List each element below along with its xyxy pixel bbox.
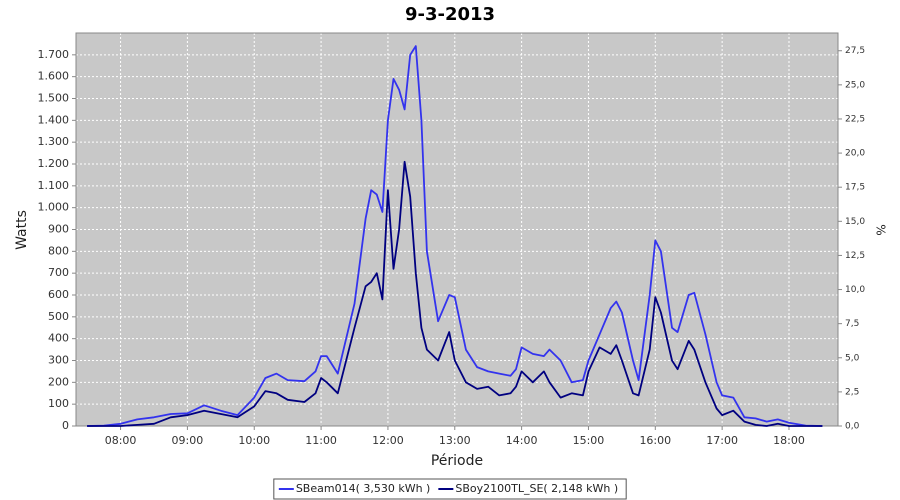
- y2-tick-label: 15,0: [845, 217, 865, 227]
- y-tick-label: 1.200: [38, 157, 70, 170]
- y-tick-label: 1.600: [38, 70, 70, 83]
- x-tick-label: 14:00: [506, 434, 538, 447]
- x-tick-label: 08:00: [105, 434, 137, 447]
- x-tick-label: 16:00: [639, 434, 671, 447]
- y2-tick-label: 10,0: [845, 285, 865, 295]
- y2-tick-label: 0,0: [845, 422, 860, 432]
- y2-tick-label: 12,5: [845, 251, 865, 261]
- y-axis-label: Watts: [14, 210, 30, 250]
- y-tick-label: 1.100: [38, 179, 70, 192]
- y-tick-label: 900: [48, 223, 69, 236]
- y2-tick-label: 7,5: [845, 319, 859, 329]
- chart-title: 9-3-2013: [405, 4, 495, 25]
- x-tick-label: 09:00: [172, 434, 204, 447]
- y-tick-label: 1.000: [38, 201, 70, 214]
- y-tick-label: 800: [48, 244, 69, 257]
- legend-label: SBoy2100TL_SE( 2,148 kWh ): [455, 482, 618, 495]
- y-tick-label: 1.300: [38, 135, 70, 148]
- y-tick-label: 400: [48, 332, 69, 345]
- y2-tick-label: 25,0: [845, 80, 865, 90]
- y2-tick-label: 20,0: [845, 149, 865, 159]
- series-line: [87, 160, 823, 427]
- x-tick-label: 17:00: [706, 434, 738, 447]
- y2-axis-label: %: [874, 224, 888, 235]
- y2-tick-label: 2,5: [845, 387, 859, 397]
- y-tick-label: 700: [48, 266, 69, 279]
- y-tick-label: 1.700: [38, 48, 70, 61]
- x-tick-label: 12:00: [372, 434, 404, 447]
- legend-label: SBeam014( 3,530 kWh ): [296, 482, 431, 495]
- y2-tick-label: 27,5: [845, 46, 865, 56]
- x-tick-label: 18:00: [773, 434, 805, 447]
- y-tick-label: 300: [48, 354, 69, 367]
- y-tick-label: 200: [48, 375, 69, 388]
- y2-tick-label: 17,5: [845, 183, 865, 193]
- x-tick-label: 10:00: [238, 434, 270, 447]
- x-tick-label: 15:00: [573, 434, 605, 447]
- x-tick-label: 13:00: [439, 434, 471, 447]
- x-axis-label: Période: [431, 453, 483, 469]
- y-tick-label: 600: [48, 288, 69, 301]
- y-tick-label: 100: [48, 397, 69, 410]
- y2-tick-label: 22,5: [845, 114, 865, 124]
- y-tick-label: 1.500: [38, 92, 70, 105]
- y2-tick-label: 5,0: [845, 353, 860, 363]
- y-tick-label: 500: [48, 310, 69, 323]
- x-tick-label: 11:00: [305, 434, 337, 447]
- y-tick-label: 0: [62, 419, 69, 432]
- plot-border: [75, 32, 839, 427]
- series-line: [87, 45, 823, 427]
- y-tick-label: 1.400: [38, 113, 70, 126]
